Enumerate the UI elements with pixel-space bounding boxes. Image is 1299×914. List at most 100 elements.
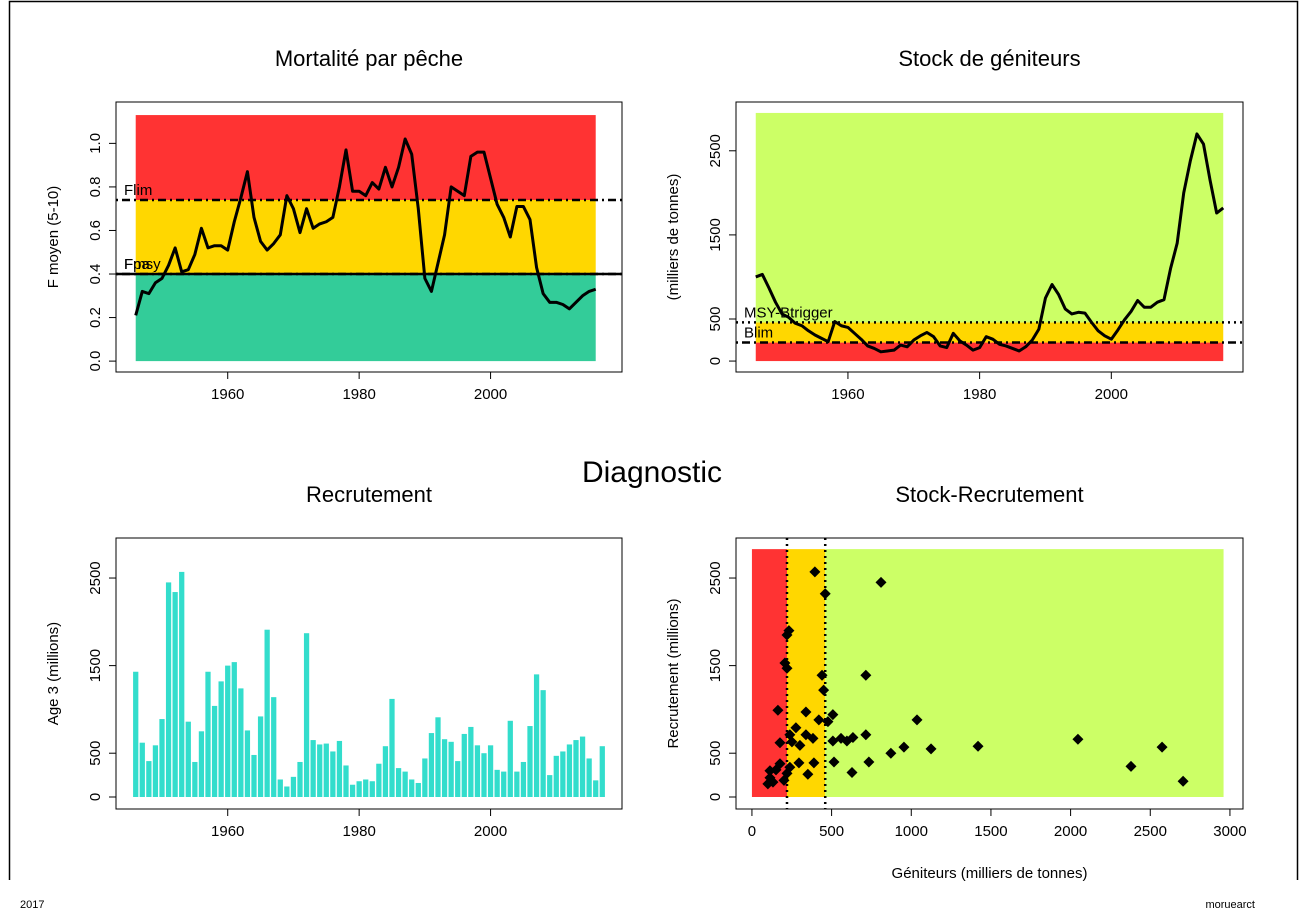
point (786, 736, 798, 748)
band (751, 549, 787, 798)
bar (481, 753, 487, 798)
bar (133, 671, 139, 798)
point (793, 757, 805, 769)
bar (330, 751, 336, 798)
bar (238, 688, 244, 798)
bar (376, 763, 382, 798)
bar (363, 779, 369, 798)
bar (520, 761, 527, 798)
y-tick-label: 2500 (87, 561, 104, 594)
x-tick-label: 1000 (895, 823, 928, 840)
reference-label: Fpa (124, 256, 151, 273)
point (827, 735, 839, 747)
page-title: Diagnostic (582, 456, 722, 489)
x-tick-label: 2500 (1134, 823, 1167, 840)
bar (422, 758, 428, 798)
point (1072, 733, 1084, 745)
point (972, 740, 984, 752)
bar (382, 746, 389, 798)
point (807, 732, 819, 744)
y-tick-label: 0.2 (87, 307, 104, 328)
y-tick-label: 0.4 (87, 264, 104, 285)
x-axis-label: Géniteurs (milliers de tonnes) (892, 865, 1088, 882)
panel-title: Stock de géniteurs (898, 46, 1080, 71)
plot-box (735, 537, 1244, 810)
point (802, 768, 814, 780)
bar (527, 726, 533, 798)
point (860, 669, 872, 681)
bar (257, 716, 264, 798)
bar (159, 719, 165, 798)
panel-title: Stock-Recrutement (895, 482, 1083, 507)
point (827, 709, 839, 721)
point (772, 704, 784, 716)
y-tick-label: 500 (87, 741, 104, 766)
y-tick-label: 500 (707, 741, 724, 766)
y-tick-label: 500 (707, 306, 724, 331)
footer-year: 2017 (20, 899, 44, 911)
point (875, 576, 887, 588)
bar (461, 733, 467, 798)
bar (494, 769, 500, 798)
bar (402, 771, 408, 798)
band (755, 112, 1224, 323)
bar (349, 784, 356, 798)
point (813, 714, 825, 726)
x-tick-label: 1500 (974, 823, 1007, 840)
y-tick-label: 0.6 (87, 220, 104, 241)
bar (271, 697, 277, 798)
point (790, 722, 802, 734)
point (911, 714, 923, 726)
bar (474, 745, 481, 798)
bar (146, 761, 152, 798)
bar (468, 726, 474, 798)
band (755, 342, 1224, 362)
bar (501, 771, 507, 798)
bar (415, 782, 421, 798)
bar (231, 662, 237, 798)
bar (573, 740, 579, 798)
bar (566, 744, 573, 798)
y-tick-label: 0.8 (87, 176, 104, 197)
plot-box (115, 101, 623, 373)
line (134, 137, 597, 316)
bar (395, 768, 402, 798)
x-tick-label: 1980 (342, 386, 375, 403)
y-tick-label: 1500 (707, 218, 724, 251)
bar (205, 671, 211, 798)
plot-box (735, 101, 1244, 373)
bar (356, 781, 362, 798)
bar (428, 733, 435, 798)
x-tick-label: 2000 (1054, 823, 1087, 840)
bar (225, 665, 231, 798)
point (828, 756, 840, 768)
bar (284, 786, 290, 798)
y-axis-label: Age 3 (millions) (45, 622, 62, 725)
bar (441, 739, 448, 798)
x-tick-label: 3000 (1213, 823, 1246, 840)
reference-label: MSY-Btrigger (744, 304, 833, 321)
y-tick-label: 2500 (707, 561, 724, 594)
point (774, 737, 786, 749)
bar (185, 721, 191, 798)
bar (369, 781, 375, 798)
bar (264, 629, 270, 798)
x-tick-label: 2000 (474, 823, 507, 840)
bar (514, 771, 520, 798)
bar (165, 582, 172, 798)
x-tick-label: 500 (819, 823, 844, 840)
bar (507, 720, 513, 798)
x-tick-label: 2000 (1095, 386, 1128, 403)
point (809, 566, 821, 578)
bar (251, 754, 257, 798)
point (764, 765, 776, 777)
bar (277, 779, 283, 798)
x-tick-label: 0 (748, 823, 756, 840)
bar (323, 743, 329, 798)
point (818, 684, 830, 696)
y-axis-label: Recrutement (millions) (665, 598, 682, 748)
bar (139, 742, 145, 798)
bar (547, 775, 553, 798)
y-tick-label: 0 (707, 793, 724, 801)
